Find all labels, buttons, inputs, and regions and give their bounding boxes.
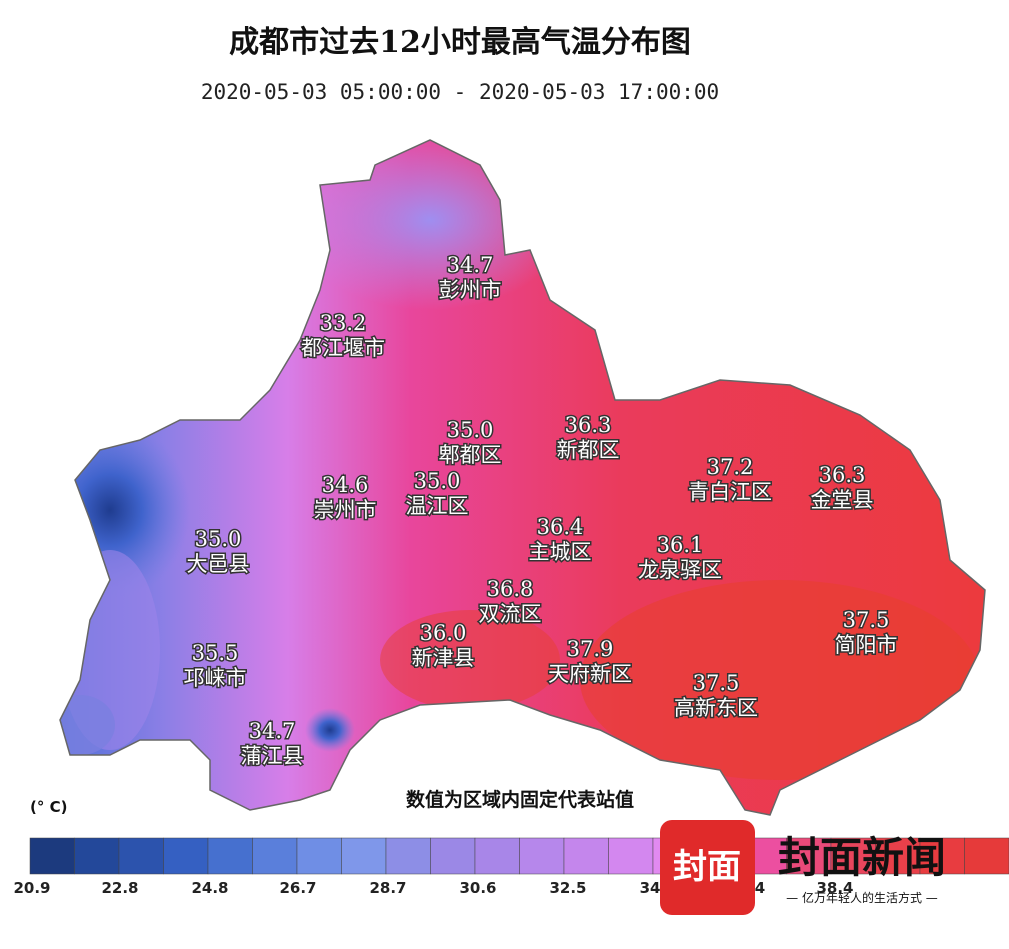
region-value: 36.3 [819,463,866,487]
legend-swatch [519,837,565,875]
legend-swatch [163,837,209,875]
legend-tick-label: 4 [755,879,765,897]
legend-swatch [29,837,75,875]
region-value: 35.5 [192,641,239,665]
region-name: 龙泉驿区 [638,558,722,582]
region-name: 双流区 [479,602,542,626]
legend-tick-label: 32.5 [549,879,586,897]
legend-swatch [875,837,921,875]
legend-swatch [608,837,654,875]
region-name: 简阳市 [835,633,898,657]
legend-swatch [563,837,609,875]
region-value: 37.5 [693,671,740,695]
region-value: 37.5 [843,608,890,632]
region-value: 37.2 [707,455,754,479]
region-value: 36.4 [537,515,584,539]
region-value: 36.3 [565,413,612,437]
region-name: 大邑县 [187,552,250,576]
region-value: 35.0 [447,418,494,442]
legend-unit: (° C) [30,798,67,816]
region-value: 33.2 [320,311,367,335]
legend-tick-label: 26.7 [279,879,316,897]
legend-tick-label: 38.4 [816,879,853,897]
region-value: 36.1 [657,533,704,557]
legend-swatch [385,837,431,875]
map-subtitle: 2020-05-03 05:00:00 - 2020-05-03 17:00:0… [201,80,719,104]
region-name: 蒲江县 [241,744,304,768]
region-value: 37.9 [567,637,614,661]
watermark: 封面 封面新闻 — 亿万年轻人的生活方式 — [660,820,946,915]
map-note: 数值为区域内固定代表站值 [406,788,634,811]
legend-swatch [296,837,342,875]
legend-swatch [919,837,965,875]
legend-tick-label: 30.6 [459,879,496,897]
watermark-slogan: — 亿万年轻人的生活方式 — [786,890,938,905]
region-name: 主城区 [529,540,592,564]
legend-tick-label: 22.8 [101,879,138,897]
region-value: 36.8 [487,577,534,601]
legend-swatch [74,837,120,875]
region-name: 都江堰市 [301,336,385,360]
legend-swatch [474,837,520,875]
region-name: 新都区 [557,438,620,462]
legend-swatch [786,837,832,875]
region-name: 温江区 [406,494,469,518]
region-name: 邛崃市 [184,666,247,690]
watermark-logo-box [660,820,755,915]
legend-tick-label: 28.7 [369,879,406,897]
legend-swatch [252,837,298,875]
region-name: 崇州市 [314,498,377,522]
legend-tick-label: 20.9 [13,879,50,897]
region-name: 彭州市 [439,278,502,302]
region-value: 36.0 [420,621,467,645]
region-name: 郫都区 [439,443,502,467]
map-title: 成都市过去12小时最高气温分布图 [229,25,691,60]
region-value: 35.0 [195,527,242,551]
region-name: 高新东区 [674,696,758,720]
legend-tick-label: 24.8 [191,879,228,897]
legend-swatch [830,837,876,875]
legend-swatch [341,837,387,875]
region-name: 青白江区 [688,480,772,504]
legend-swatch [118,837,164,875]
region-value: 34.6 [322,473,369,497]
region-value: 34.7 [447,253,494,277]
region-value: 35.0 [414,469,461,493]
legend-swatch [964,837,1009,875]
watermark-brand: 封面新闻 [778,833,946,882]
watermark-logo: 封面 [673,847,741,887]
region-name: 金堂县 [811,488,874,512]
region-name: 新津县 [412,646,475,670]
legend-swatch [430,837,476,875]
legend-swatch [207,837,253,875]
region-value: 34.7 [249,719,296,743]
legend-tick-label: 34 [640,879,661,897]
region-name: 天府新区 [548,662,632,686]
